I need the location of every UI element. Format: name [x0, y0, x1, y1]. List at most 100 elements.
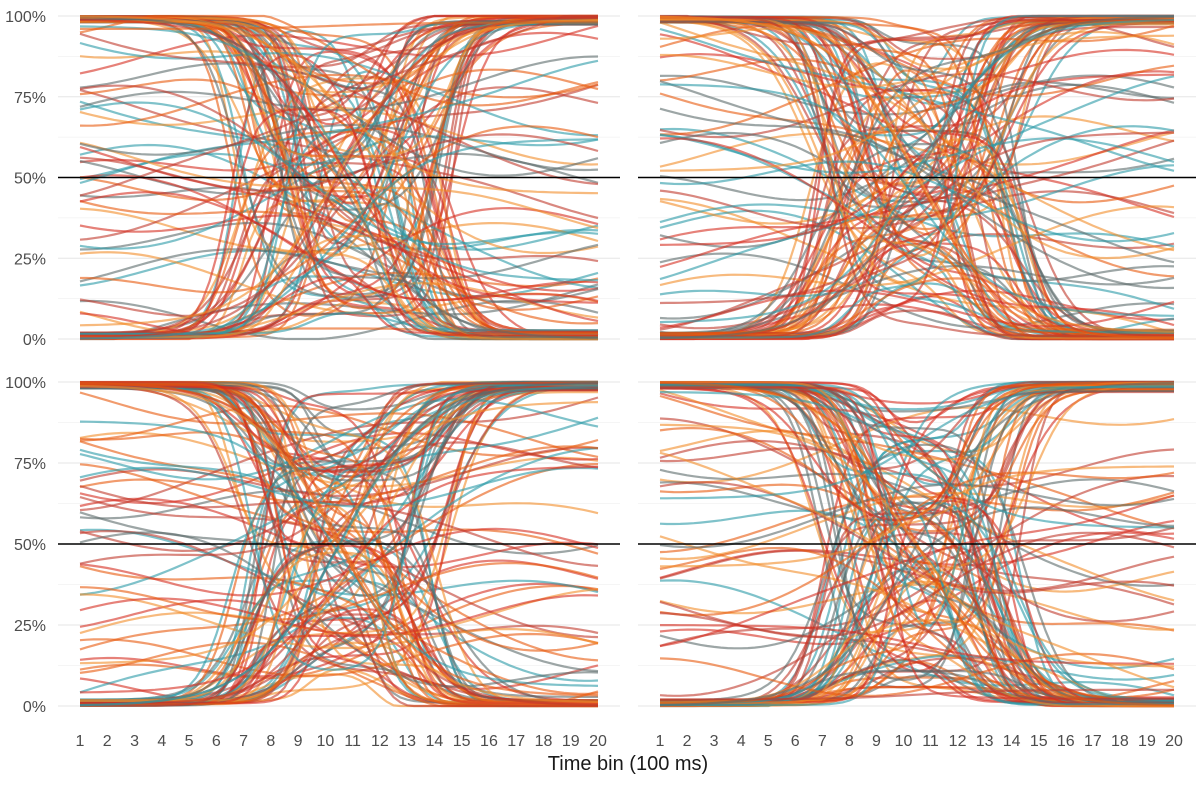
series-line: [79, 528, 599, 597]
series-line: [79, 632, 599, 678]
x-tick-label: 2: [103, 733, 112, 750]
y-tick-label: 100%: [5, 9, 46, 26]
series-line: [659, 474, 1175, 647]
series-line: [659, 583, 1175, 631]
series-line: [659, 139, 1175, 331]
x-tick-label: 19: [1138, 733, 1156, 750]
series-line: [79, 381, 599, 697]
series-line: [659, 131, 1175, 283]
series-line: [659, 264, 1175, 336]
y-tick-label: 0%: [23, 699, 46, 716]
y-tick-label: 50%: [14, 537, 46, 554]
series-line: [659, 652, 1175, 698]
series-line: [79, 206, 599, 337]
x-tick-label: 11: [922, 733, 939, 750]
series-line: [659, 15, 1175, 333]
series-line: [659, 494, 1175, 648]
x-tick-label: 15: [1030, 733, 1048, 750]
series-line: [79, 299, 599, 341]
series-line: [659, 252, 1175, 329]
x-tick-label: 7: [239, 733, 248, 750]
y-tick-label: 75%: [14, 90, 46, 107]
x-tick-label: 3: [130, 733, 139, 750]
series-line: [79, 561, 599, 621]
x-tick-label: 9: [872, 733, 881, 750]
series-line: [80, 382, 598, 707]
y-tick-label: 50%: [14, 171, 46, 188]
series-line: [79, 24, 599, 75]
series-line: [79, 431, 599, 505]
x-tick-label: 7: [818, 733, 827, 750]
series-line: [659, 137, 1175, 327]
series-line: [660, 391, 1174, 529]
y-tick-label: 100%: [5, 375, 46, 392]
series-line: [659, 481, 1175, 595]
x-tick-label: 17: [1084, 733, 1102, 750]
series-group: [79, 14, 599, 341]
series-line: [659, 133, 1175, 174]
series-line: [79, 594, 599, 637]
series-line: [79, 466, 599, 508]
x-tick-label: 16: [480, 733, 498, 750]
series-line: [79, 431, 599, 652]
series-line: [79, 489, 599, 555]
series-line: [660, 380, 1174, 708]
series-line: [659, 164, 1175, 224]
series-line: [79, 18, 599, 327]
y-tick-label: 75%: [14, 456, 46, 473]
series-line: [659, 491, 1175, 554]
series-line: [660, 384, 1175, 500]
series-line: [660, 383, 1174, 704]
series-line: [79, 199, 599, 325]
series-line: [659, 18, 1174, 258]
series-line: [660, 27, 1175, 260]
x-tick-label: 2: [683, 733, 692, 750]
y-tick-label: 25%: [14, 618, 46, 635]
series-line: [79, 243, 599, 283]
series-line: [660, 18, 1174, 340]
x-tick-label: 10: [316, 733, 334, 750]
x-tick-label: 20: [1165, 733, 1183, 750]
x-tick-label: 11: [344, 733, 361, 750]
panel-top-left: 0% 25% 50% 75% 100%: [5, 9, 620, 349]
x-tick-label: 18: [1111, 733, 1129, 750]
series-line: [79, 446, 599, 498]
x-tick-label: 5: [185, 733, 194, 750]
series-line: [80, 15, 599, 195]
series-line: [79, 14, 599, 107]
series-line: [659, 107, 1175, 290]
series-line: [659, 468, 1175, 587]
y-tick-label: 0%: [23, 332, 46, 349]
x-tick-label: 14: [426, 733, 444, 750]
series-line: [79, 527, 599, 597]
series-line: [659, 34, 1175, 172]
series-line: [79, 84, 599, 263]
series-line: [79, 138, 599, 340]
series-group: [659, 14, 1175, 341]
series-line: [79, 73, 599, 127]
x-tick-label: 1: [76, 733, 85, 750]
series-line: [79, 416, 599, 596]
x-tick-label: 13: [976, 733, 994, 750]
series-line: [659, 80, 1175, 249]
series-group: [79, 380, 599, 708]
series-line: [80, 593, 599, 650]
x-tick-label: 14: [1003, 733, 1021, 750]
x-tick-label: 10: [895, 733, 913, 750]
x-tick-label: 3: [710, 733, 719, 750]
series-line: [659, 491, 1175, 561]
series-line: [79, 32, 599, 186]
series-line: [659, 483, 1175, 549]
x-tick-label: 4: [157, 733, 166, 750]
panel-top-right: [638, 14, 1196, 341]
x-tick-label: 1: [656, 733, 665, 750]
x-tick-label: 20: [589, 733, 607, 750]
series-line: [659, 70, 1175, 241]
series-line: [659, 471, 1175, 617]
x-tick-label: 18: [535, 733, 553, 750]
series-line: [79, 59, 599, 185]
series-line: [659, 205, 1175, 287]
x-tick-label: 19: [562, 733, 580, 750]
series-line: [659, 423, 1175, 668]
